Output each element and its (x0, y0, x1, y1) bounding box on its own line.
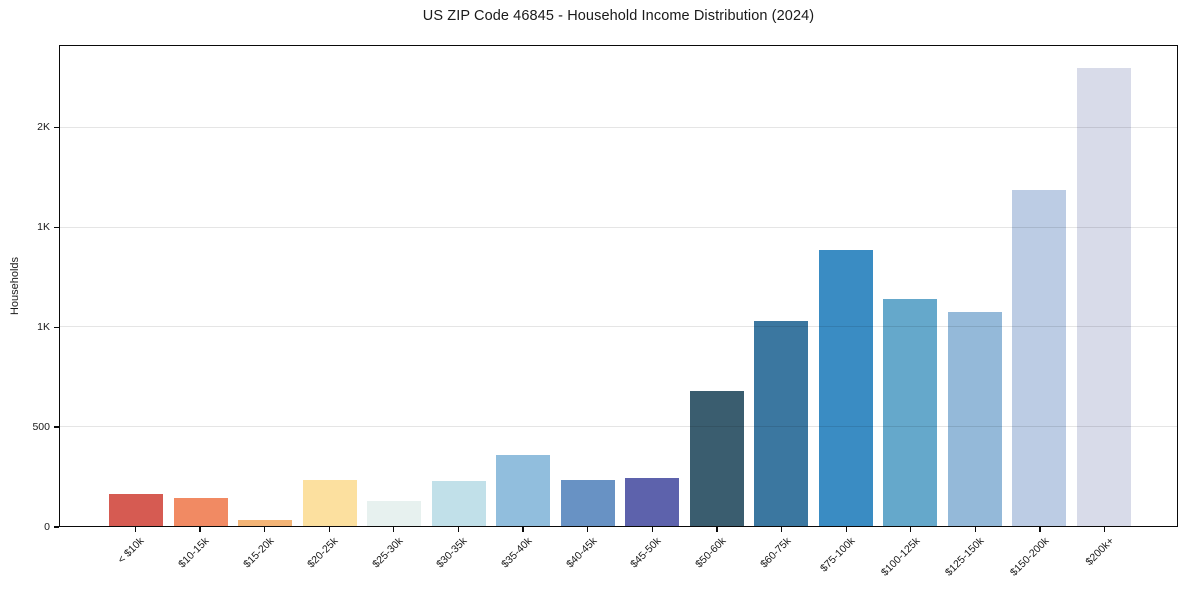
bar-slot (427, 46, 492, 526)
y-tick-mark (54, 426, 59, 428)
bar (431, 481, 486, 526)
x-tick-mark (393, 527, 395, 532)
bar (1076, 68, 1131, 526)
x-tick-mark (974, 527, 977, 532)
bar-slot (1072, 46, 1137, 526)
bar-slot (814, 46, 879, 526)
x-tick-mark (651, 527, 653, 532)
bar (947, 312, 1002, 526)
x-tick-label: $10-15k (176, 535, 212, 571)
bar (689, 390, 744, 526)
bar-slot (749, 46, 814, 526)
bar-slot (362, 46, 427, 526)
x-tick-mark (1039, 527, 1041, 532)
y-tick-mark (54, 126, 59, 129)
y-tick-label: 1K (37, 320, 50, 333)
x-tick-label: $200k+ (1083, 535, 1117, 569)
x-tick-label: $25-30k (369, 535, 406, 571)
x-tick-mark (134, 527, 136, 532)
bar (496, 455, 551, 526)
x-tick-mark (328, 527, 330, 532)
x-tick-mark (522, 527, 524, 532)
x-tick-mark (910, 527, 912, 532)
x-tick-label: $60-75k (757, 535, 794, 571)
x-tick-label: $75-100k (818, 535, 858, 575)
bar-slot (685, 46, 750, 526)
bar-slot (298, 46, 363, 526)
chart-title: US ZIP Code 46845 - Household Income Dis… (422, 8, 815, 24)
x-tick-label: < $10k (115, 535, 147, 566)
bar (173, 498, 228, 526)
x-tick-mark (1104, 527, 1106, 532)
x-tick-mark (845, 527, 847, 532)
bar-slot (878, 46, 943, 526)
y-tick-mark (54, 326, 59, 328)
y-tick-label: 0 (44, 520, 50, 533)
x-tick-mark (263, 527, 266, 532)
bar (625, 478, 680, 526)
y-tick-mark (54, 526, 59, 528)
y-tick-mark (54, 226, 59, 229)
x-tick-label: $50-60k (693, 535, 729, 571)
bar-slot (1007, 46, 1072, 526)
bar (754, 321, 809, 526)
bar (109, 494, 164, 526)
bar (238, 520, 293, 526)
x-tick-mark (457, 527, 460, 532)
bar-slot (104, 46, 169, 526)
bar (883, 299, 938, 526)
bar (818, 249, 873, 526)
bar (560, 480, 615, 526)
bar-slot (233, 46, 298, 526)
bar (1012, 189, 1067, 526)
x-tick-label: $30-35k (434, 535, 470, 571)
x-tick-mark (780, 527, 783, 532)
x-tick-label: $45-50k (628, 535, 664, 571)
bar-slot (620, 46, 685, 526)
y-axis-label: Households (9, 256, 21, 316)
x-tick-mark (199, 527, 201, 532)
x-tick-label: $40-45k (563, 535, 600, 571)
bar-slot (556, 46, 621, 526)
x-tick-mark (587, 527, 589, 532)
bar (367, 501, 422, 526)
bar (302, 480, 357, 526)
x-tick-mark (716, 527, 718, 532)
bars-layer (60, 46, 1177, 526)
x-tick-label: $15-20k (240, 535, 277, 571)
x-tick-label: $20-25k (305, 535, 341, 571)
bar-slot (943, 46, 1008, 526)
y-tick-label: 500 (32, 420, 50, 433)
y-tick-label: 1K (37, 220, 50, 233)
bar-slot (169, 46, 234, 526)
plot-area (59, 45, 1178, 527)
bar-slot (491, 46, 556, 526)
x-tick-label: $150-200k (1007, 535, 1052, 579)
y-tick-label: 2K (37, 120, 50, 133)
x-tick-label: $100-125k (878, 535, 923, 579)
x-tick-label: $125-150k (943, 535, 987, 579)
x-tick-label: $35-40k (499, 535, 535, 571)
